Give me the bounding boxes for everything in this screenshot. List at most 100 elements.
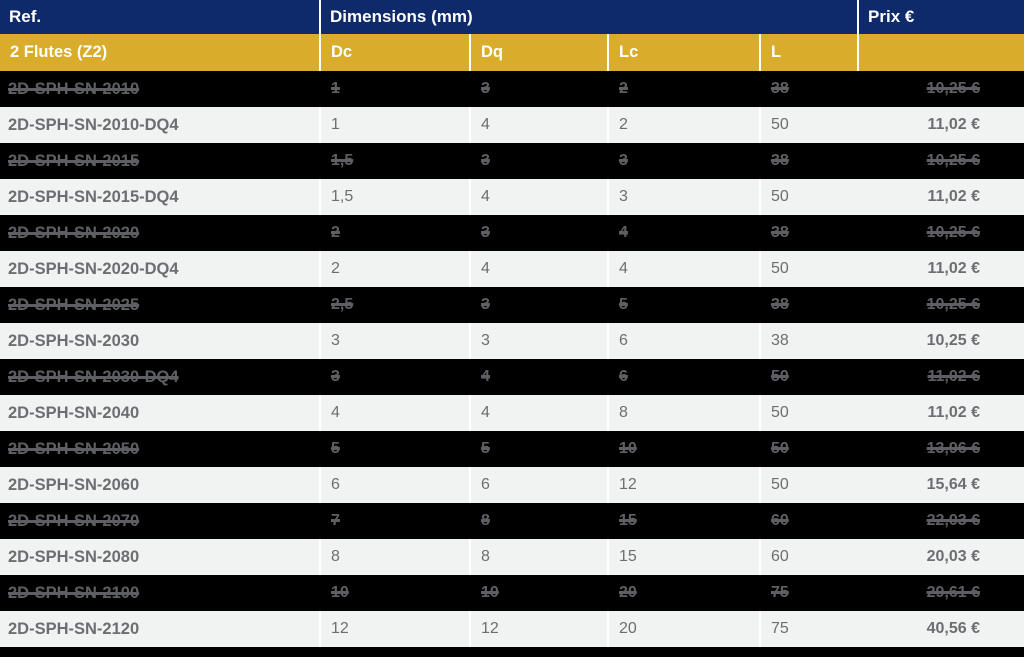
lc-cell: 2 [608,107,761,143]
price-cell: 10,25 € [926,80,981,97]
dq-cell: 8 [470,503,609,539]
lc-cell: 15 [608,539,761,575]
price-column-header: Prix € [858,0,1024,34]
dc-cell: 3 [320,359,471,395]
dq-cell: 8 [470,539,609,575]
price-cell: 13,96 € [926,440,981,457]
dq-cell: 4 [470,179,609,215]
dq-cell: 3 [470,323,609,359]
ref-cell: 2D-SPH-SN-2030 [0,323,321,359]
price-cell: 10,25 € [926,332,981,349]
dc-cell: 8 [320,539,471,575]
dc-column-header: Dc [320,34,471,71]
dc-cell: 12 [320,611,471,647]
price-cell: 11,02 € [927,116,981,133]
l-cell: 50 [771,188,789,205]
lc-cell: 20 [608,611,761,647]
dc-cell: 1 [320,107,471,143]
lc-cell: 10 [608,431,761,467]
ref-column-header: Ref. [0,0,321,34]
lc-cell: 12 [608,467,761,503]
l-cell: 60 [771,512,789,529]
table-row: 2D-SPH-SN-2040 4 4 8 50 11,02 € [0,395,1024,431]
lc-column-header: Lc [608,34,761,71]
dq-cell: 6 [470,467,609,503]
dc-cell: 10 [320,575,471,611]
ref-cell: 2D-SPH-SN-2015 [0,143,321,179]
dc-cell: 3 [320,323,471,359]
lc-cell: 2 [608,71,761,107]
ref-cell: 2D-SPH-SN-2040 [0,395,321,431]
price-cell: 15,64 € [926,476,981,493]
dc-cell: 6 [320,467,471,503]
table-row: 2D-SPH-SN-2015-DQ4 1,5 4 3 50 11,02 € [0,179,1024,215]
lc-cell: 20 [608,575,761,611]
ref-cell: 2D-SPH-SN-2030-DQ4 [0,359,321,395]
l-cell: 75 [771,584,789,601]
l-cell: 50 [771,260,789,277]
dc-cell: 1,5 [320,143,471,179]
table-row: 2D-SPH-SN-2015 1,5 3 3 38 10,25 € [0,143,1024,179]
dq-cell: 5 [470,431,609,467]
dimensions-column-header: Dimensions (mm) [320,0,860,34]
ref-cell: 2D-SPH-SN-2020-DQ4 [0,251,321,287]
l-cell: 50 [771,368,789,385]
l-cell: 50 [771,404,789,421]
table-row: 2D-SPH-SN-2030-DQ4 3 4 6 50 11,02 € [0,359,1024,395]
table-row: 2D-SPH-SN-2010-DQ4 1 4 2 50 11,02 € [0,107,1024,143]
dq-column-header: Dq [470,34,609,71]
ref-cell: 2D-SPH-SN-2010 [0,71,321,107]
lc-cell: 6 [608,323,761,359]
dc-cell: 4 [320,395,471,431]
price-cell: 20,03 € [926,548,981,565]
lc-cell: 15 [608,503,761,539]
l-cell: 38 [771,224,789,241]
header-row: Ref. Dimensions (mm) Prix € [0,0,1024,34]
lc-cell: 3 [608,143,761,179]
dc-cell: 1,5 [320,179,471,215]
price-subheader-empty [858,34,1024,71]
dq-cell: 4 [470,251,609,287]
dq-cell: 3 [470,143,609,179]
dc-cell: 7 [320,503,471,539]
dq-cell: 4 [470,107,609,143]
l-cell: 60 [771,548,789,565]
dq-cell: 12 [470,611,609,647]
lc-cell: 8 [608,395,761,431]
l-cell: 75 [771,620,789,637]
dc-cell: 2 [320,251,471,287]
price-cell: 22,03 € [926,512,981,529]
dc-cell: 2,5 [320,287,471,323]
table-row: 2D-SPH-SN-2060 6 6 12 50 15,64 € [0,467,1024,503]
l-cell: 50 [771,116,789,133]
dc-cell: 5 [320,431,471,467]
lc-cell: 3 [608,179,761,215]
ref-cell: 2D-SPH-SN-2015-DQ4 [0,179,321,215]
table-row: 2D-SPH-SN-2030 3 3 6 38 10,25 € [0,323,1024,359]
dq-cell: 3 [470,71,609,107]
price-cell: 10,25 € [926,224,981,241]
subheader-row: 2 Flutes (Z2) Dc Dq Lc L [0,34,1024,71]
bottom-black-bar [0,647,1024,657]
dq-cell: 10 [470,575,609,611]
ref-cell: 2D-SPH-SN-2050 [0,431,321,467]
table-row: 2D-SPH-SN-2100 10 10 20 75 29,61 € [0,575,1024,611]
table-row: 2D-SPH-SN-2020-DQ4 2 4 4 50 11,02 € [0,251,1024,287]
ref-cell: 2D-SPH-SN-2025 [0,287,321,323]
price-cell: 40,56 € [926,620,981,637]
l-cell: 50 [771,440,789,457]
dc-cell: 1 [320,71,471,107]
price-cell: 11,02 € [927,260,981,277]
table-row: 2D-SPH-SN-2020 2 3 4 38 10,25 € [0,215,1024,251]
lc-cell: 4 [608,215,761,251]
price-cell: 11,02 € [927,188,981,205]
table-row: 2D-SPH-SN-2080 8 8 15 60 20,03 € [0,539,1024,575]
table-row: 2D-SPH-SN-2120 12 12 20 75 40,56 € [0,611,1024,647]
table-row: 2D-SPH-SN-2010 1 3 2 38 10,25 € [0,71,1024,107]
price-cell: 10,25 € [926,152,981,169]
lc-cell: 5 [608,287,761,323]
l-cell: 50 [771,476,789,493]
lc-cell: 6 [608,359,761,395]
